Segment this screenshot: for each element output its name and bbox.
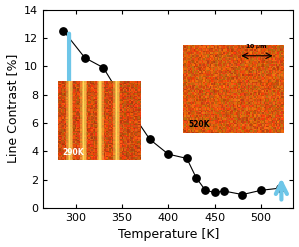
- Point: [61, 29, 66, 33]
- Point: [101, 66, 106, 70]
- Point: [203, 188, 208, 192]
- Point: [147, 137, 152, 141]
- Point: [184, 156, 189, 160]
- Point: [212, 190, 217, 194]
- X-axis label: Temperature [K]: Temperature [K]: [118, 228, 219, 242]
- Point: [120, 96, 124, 100]
- Point: [240, 193, 245, 197]
- Point: [259, 188, 263, 192]
- Point: [166, 152, 171, 156]
- Point: [194, 176, 199, 180]
- Point: [277, 186, 282, 190]
- Point: [83, 56, 87, 60]
- Point: [222, 189, 226, 193]
- Y-axis label: Line Contrast [%]: Line Contrast [%]: [6, 54, 19, 164]
